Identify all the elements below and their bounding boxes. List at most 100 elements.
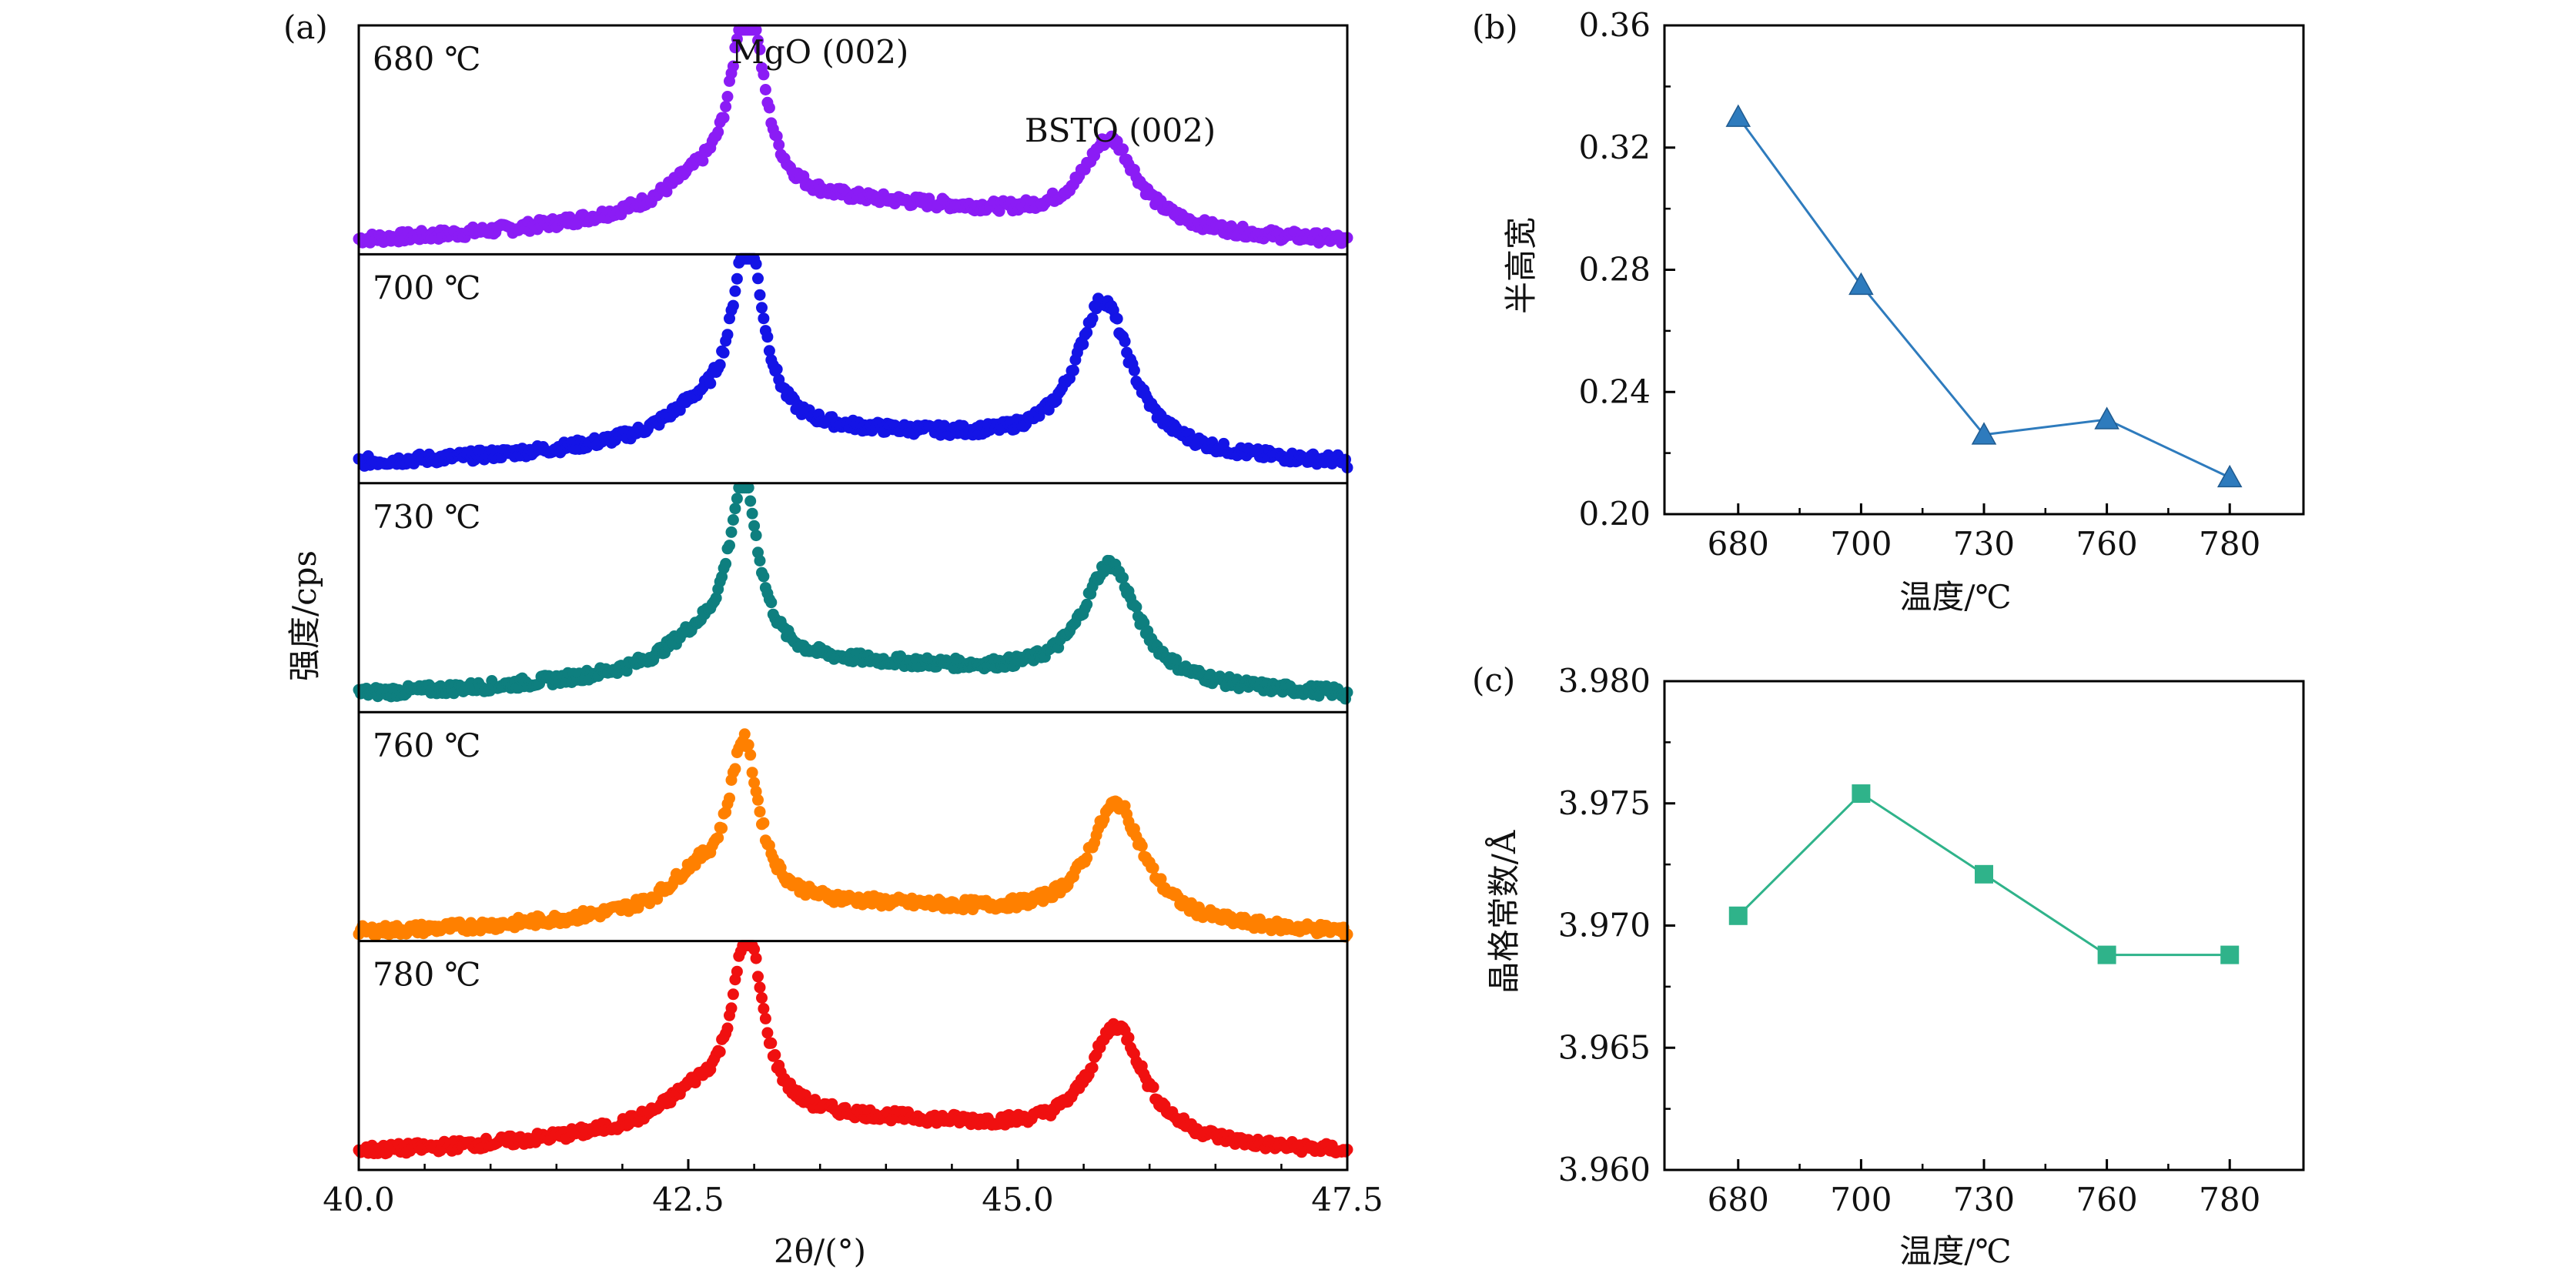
- fwhm-series: [1725, 104, 2243, 488]
- xrd-point: [1086, 1061, 1099, 1074]
- xrd-point: [754, 806, 766, 818]
- xrd-pattern-4: [353, 940, 1353, 1160]
- data-point-square: [2097, 945, 2116, 964]
- xrd-point: [752, 971, 764, 983]
- xrd-point: [727, 299, 739, 312]
- x-axis-title-a: 2θ/(°): [774, 1232, 866, 1270]
- xrd-point: [718, 112, 730, 124]
- xrd-point: [1147, 1081, 1159, 1093]
- x-tick-label: 760: [2076, 1181, 2138, 1218]
- xrd-point: [721, 329, 734, 341]
- lattice-panel: (c) 3.960 3.965 3.970 3.975 3.980 680 700 730 76…: [1472, 661, 2305, 1270]
- xrd-point: [731, 965, 743, 978]
- xrd-point: [773, 139, 785, 151]
- xrd-point: [756, 302, 768, 314]
- xrd-point: [742, 482, 754, 494]
- xrd-point: [754, 289, 766, 301]
- x-tick-label: 45.0: [982, 1181, 1054, 1218]
- xrd-point: [771, 130, 783, 142]
- xrd-point: [1147, 862, 1159, 874]
- xrd-point: [1081, 598, 1093, 610]
- temperature-label: 680 ℃: [373, 40, 481, 78]
- x-tick-label: 47.5: [1311, 1181, 1383, 1218]
- xrd-pattern-3: [353, 728, 1353, 943]
- plot-frame: [1663, 680, 2305, 1171]
- y-tick-label: 0.32: [1578, 129, 1651, 166]
- xrd-point: [752, 794, 764, 806]
- xrd-point: [714, 359, 726, 371]
- temperature-label: 780 ℃: [373, 956, 481, 994]
- xrd-point: [724, 540, 735, 552]
- y-tick-label: 0.20: [1578, 495, 1651, 533]
- xrd-point: [738, 728, 751, 740]
- xrd-point: [1117, 143, 1129, 155]
- xrd-point: [1067, 364, 1079, 376]
- xrd-point: [750, 258, 762, 270]
- xrd-point: [1077, 338, 1089, 350]
- y-tick-label: 3.960: [1558, 1151, 1651, 1188]
- xrd-point: [758, 570, 770, 583]
- xrd-patterns: [353, 24, 1353, 1160]
- xrd-point: [729, 285, 741, 297]
- x-tick-label: 780: [2199, 1181, 2260, 1218]
- y-axis-title-c: 晶格常数/Å: [1484, 830, 1523, 994]
- xrd-point: [724, 792, 735, 804]
- xrd-point: [748, 520, 761, 532]
- data-point-triangle: [1725, 104, 1751, 127]
- xrd-point: [765, 1037, 778, 1049]
- x-tick-label: 730: [1953, 525, 2015, 563]
- xrd-point: [729, 503, 741, 515]
- x-tick-label: 700: [1830, 1181, 1892, 1218]
- x-tick-label: 730: [1953, 1181, 2015, 1218]
- y-tick-label: 3.965: [1558, 1028, 1651, 1066]
- xrd-point: [748, 943, 761, 955]
- xrd-point: [754, 43, 766, 55]
- xrd-point: [746, 507, 758, 520]
- annotation-bsto: BSTO (002): [1025, 112, 1216, 149]
- xrd-point: [993, 205, 1005, 217]
- panel-label-c: (c): [1472, 661, 1515, 699]
- xrd-point: [769, 1049, 781, 1061]
- xrd-point: [718, 346, 730, 359]
- xrd-point: [714, 1046, 726, 1058]
- x-tick-label: 40.0: [323, 1181, 395, 1218]
- xrd-point: [1119, 336, 1131, 348]
- xrd-point: [744, 749, 757, 761]
- xrd-point: [742, 739, 754, 751]
- xrd-point: [720, 101, 732, 112]
- y-axis-title-b: 半高宽: [1502, 217, 1540, 314]
- xrd-point: [710, 592, 722, 604]
- xrd-point: [731, 272, 743, 285]
- xrd-x-ticks: 40.0 42.5 45.0 47.5: [323, 1159, 1383, 1218]
- panel-label-b: (b): [1472, 8, 1518, 46]
- xrd-frames: 680 ℃ 700 ℃ 730 ℃ 760 ℃ 780 ℃: [357, 24, 1349, 1171]
- xrd-point: [727, 988, 739, 1001]
- xrd-point: [750, 24, 762, 36]
- xrd-point: [750, 530, 762, 542]
- xrd-point: [727, 514, 739, 526]
- x-tick-label: 700: [1830, 525, 1892, 563]
- xrd-pattern-1: [353, 252, 1353, 474]
- y-tick-label: 0.28: [1578, 251, 1651, 289]
- xrd-point: [712, 126, 724, 138]
- panel-label-a: (a): [283, 8, 328, 46]
- plot-frame-a: [357, 24, 1349, 1171]
- xrd-point: [712, 832, 724, 844]
- xrd-point: [750, 952, 762, 964]
- xrd-point: [744, 495, 757, 507]
- temperature-label: 760 ℃: [373, 727, 481, 764]
- xrd-pattern-0: [353, 24, 1353, 249]
- xrd-point: [1086, 312, 1099, 324]
- fwhm-axes: 0.20 0.24 0.28 0.32 0.36 680 700 730 760 780: [1578, 6, 2305, 563]
- xrd-point: [758, 1003, 770, 1014]
- xrd-point: [1128, 364, 1140, 376]
- x-tick-label: 680: [1708, 1181, 1769, 1218]
- xrd-point: [771, 363, 783, 376]
- y-tick-label: 3.980: [1558, 662, 1651, 700]
- lattice-series: [1728, 784, 2240, 964]
- xrd-point: [763, 345, 775, 357]
- xrd-pattern-2: [353, 482, 1353, 705]
- xrd-point: [1111, 312, 1123, 325]
- lattice-axes: 3.960 3.965 3.970 3.975 3.980 680 700 730 760 780: [1558, 662, 2305, 1218]
